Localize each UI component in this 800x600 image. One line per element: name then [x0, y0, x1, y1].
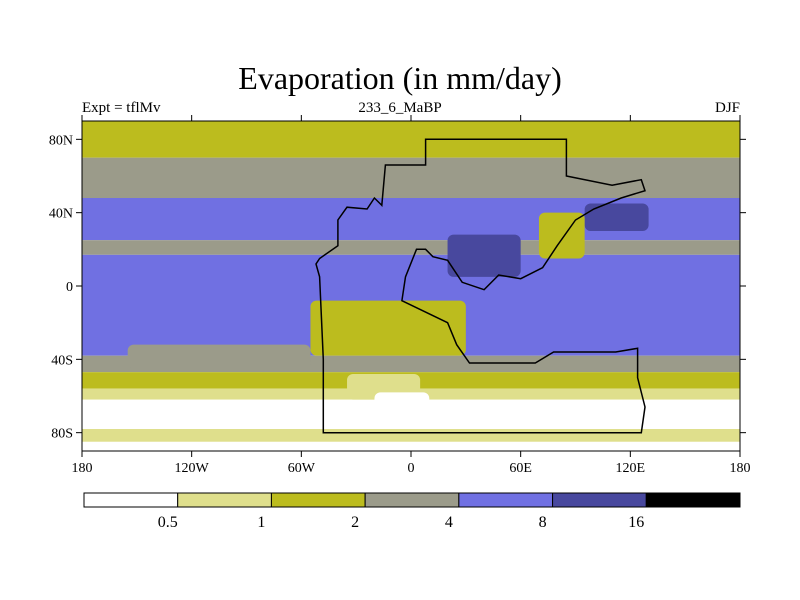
season-label: DJF	[714, 100, 740, 116]
colorbar-label-0: 0.5	[158, 514, 178, 531]
x-tick-label-3: 0	[408, 461, 415, 476]
y-tick-label-0: 80N	[49, 133, 73, 148]
colorbar-label-3: 4	[445, 514, 453, 531]
colorbar-box-5	[552, 492, 647, 508]
evap-patch-4	[447, 234, 521, 277]
evap-patch-0	[127, 344, 311, 369]
experiment-label: Expt = tflMv	[82, 100, 161, 116]
y-tick-label-1: 40N	[49, 207, 73, 222]
colorbar-box-4	[458, 492, 554, 508]
pangaea-coastline	[315, 138, 646, 434]
colorbar-label-2: 2	[351, 514, 359, 531]
evap-patch-6	[538, 212, 585, 259]
evap-band-3	[82, 240, 740, 255]
evap-patch-3	[374, 392, 430, 411]
colorbar-box-0	[83, 492, 179, 508]
y-tick-label-3: 40S	[51, 353, 73, 368]
age-label: 233_6_MaBP	[358, 100, 442, 116]
y-tick-label-4: 80S	[51, 427, 73, 442]
colorbar-box-2	[270, 492, 366, 508]
chart-title: Evaporation (in mm/day)	[238, 60, 562, 96]
x-tick-label-5: 120E	[616, 461, 646, 476]
x-tick-label-6: 180	[730, 461, 751, 476]
evap-band-0	[82, 121, 740, 158]
colorbar-box-3	[364, 492, 460, 508]
colorbar-label-5: 16	[628, 514, 644, 531]
evap-band-10	[82, 441, 740, 451]
y-tick-label-2: 0	[66, 280, 73, 295]
x-tick-label-2: 60W	[288, 461, 316, 476]
colorbar-box-6	[645, 492, 741, 508]
colorbar-label-1: 1	[257, 514, 265, 531]
evap-patch-5	[584, 203, 649, 231]
evap-patch-1	[310, 300, 466, 356]
x-tick-label-4: 60E	[509, 461, 532, 476]
colorbar-box-1	[177, 492, 272, 508]
colorbar-label-4: 8	[539, 514, 547, 531]
x-tick-label-1: 120W	[175, 461, 210, 476]
x-tick-label-0: 180	[72, 461, 93, 476]
